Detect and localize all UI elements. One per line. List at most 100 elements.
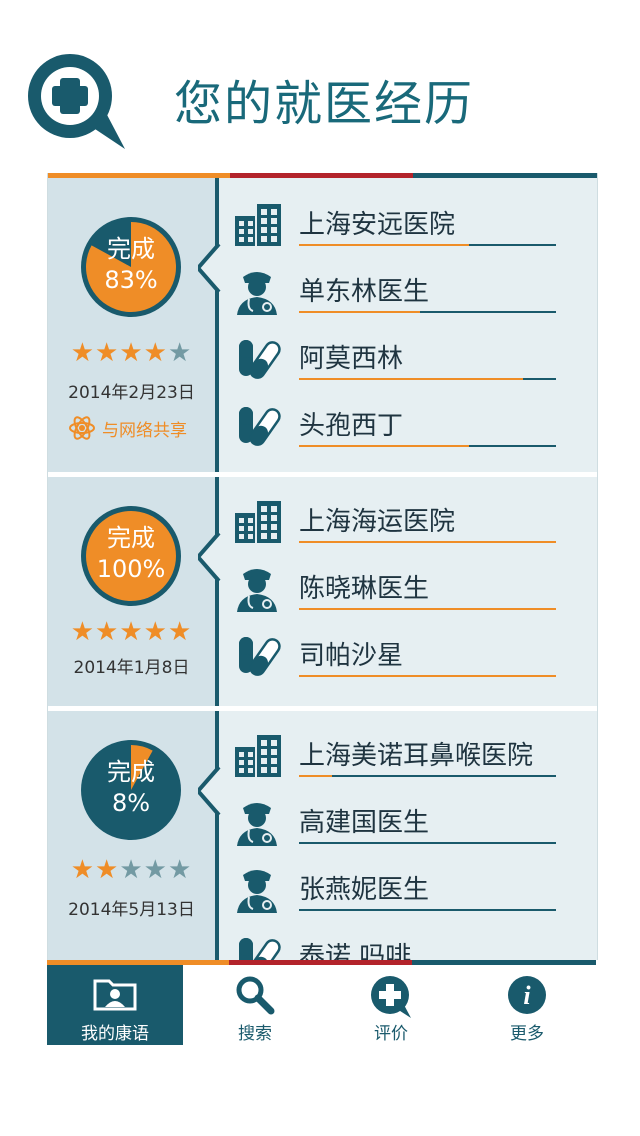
hospital-building-icon	[233, 499, 283, 545]
item-progress-fill	[299, 775, 333, 777]
medical-history-list[interactable]: 完成 83% ★★★★★ 2014年2月23日 与网络共享 上海安远医院 单东林医生 阿莫西林…	[47, 173, 598, 960]
tab-stripe-orange	[47, 960, 229, 965]
tab-label: 更多	[510, 1024, 544, 1044]
tab-more[interactable]: i 更多	[459, 965, 595, 1045]
star-empty-icon: ★	[143, 855, 168, 885]
doctor-icon	[233, 269, 283, 315]
progress-label: 完成	[107, 758, 155, 786]
doctor-item[interactable]: 高建国医生	[233, 794, 558, 850]
tab-my-records[interactable]: 我的康语	[47, 965, 183, 1045]
share-button[interactable]: 与网络共享	[68, 414, 208, 442]
star-filled-icon: ★	[119, 617, 144, 647]
record-card[interactable]: 完成 83% ★★★★★ 2014年2月23日 与网络共享 上海安远医院 单东林医生 阿莫西林…	[48, 178, 597, 472]
record-divider	[215, 178, 219, 472]
pointer-notch	[198, 767, 222, 815]
record-date: 2014年5月13日	[68, 900, 195, 920]
item-progress-fill	[299, 608, 556, 610]
progress-value: 8%	[111, 789, 151, 817]
item-progress-line	[299, 842, 556, 844]
progress-label: 完成	[107, 524, 155, 552]
hospital-building-icon	[233, 202, 283, 248]
star-filled-icon: ★	[70, 855, 96, 885]
progress-value: 83%	[104, 266, 158, 294]
star-filled-icon: ★	[95, 855, 120, 885]
pill-icon	[233, 403, 283, 449]
pill-icon	[233, 633, 283, 679]
pill-icon	[233, 336, 283, 382]
medicine-name: 头孢西丁	[299, 411, 404, 441]
progress-value: 100%	[96, 555, 166, 583]
pill-icon	[233, 934, 283, 960]
progress-ring	[81, 217, 181, 317]
item-progress-line	[299, 378, 556, 380]
medicine-name: 泰诺 吗啡	[299, 942, 412, 960]
tab-label: 评价	[374, 1024, 408, 1044]
tab-review[interactable]: 评价	[323, 965, 459, 1045]
top-stripe-teal	[413, 173, 597, 178]
item-progress-line	[299, 541, 556, 543]
item-progress-fill	[299, 311, 420, 313]
hospital-name: 上海美诺耳鼻喉医院	[299, 741, 534, 771]
page-title: 您的就医经历	[174, 76, 475, 132]
medicine-name: 司帕沙星	[299, 641, 404, 671]
star-empty-icon: ★	[167, 855, 193, 885]
search-icon	[235, 975, 275, 1019]
plus-chat-icon	[369, 975, 413, 1023]
svg-text:i: i	[523, 981, 531, 1010]
rating-stars: ★★★★★	[48, 855, 215, 885]
hospital-name: 上海海运医院	[299, 507, 456, 537]
doctor-item[interactable]: 单东林医生	[233, 263, 558, 319]
doctor-name: 单东林医生	[299, 277, 430, 307]
medicine-item[interactable]: 司帕沙星	[233, 627, 558, 683]
doctor-item[interactable]: 张燕妮医生	[233, 861, 558, 917]
share-network-icon	[69, 416, 95, 440]
item-progress-fill	[299, 378, 523, 380]
doctor-icon	[233, 867, 283, 913]
doctor-name: 张燕妮医生	[299, 875, 430, 905]
medicine-name: 阿莫西林	[299, 344, 404, 374]
hospital-name: 上海安远医院	[299, 210, 456, 240]
record-card[interactable]: 完成 100% ★★★★★ 2014年1月8日 上海海运医院陈晓琳医生司帕沙星	[48, 477, 597, 706]
tab-stripe-red	[229, 960, 412, 965]
info-icon: i	[507, 975, 547, 1019]
pointer-notch	[198, 533, 222, 581]
folder-user-icon	[91, 975, 139, 1017]
item-progress-fill	[299, 244, 469, 246]
top-stripe-red	[230, 173, 413, 178]
record-date: 2014年1月8日	[73, 658, 190, 678]
tab-label: 我的康语	[81, 1024, 149, 1044]
doctor-item[interactable]: 陈晓琳医生	[233, 560, 558, 616]
tab-label: 搜索	[238, 1024, 272, 1044]
tab-search[interactable]: 搜索	[187, 965, 323, 1045]
star-filled-icon: ★	[95, 338, 120, 368]
pointer-notch	[198, 244, 222, 292]
record-divider	[215, 477, 219, 706]
hospital-item[interactable]: 上海安远医院	[233, 196, 558, 252]
record-separator	[48, 472, 597, 477]
rating-stars: ★★★★★	[48, 338, 215, 368]
item-progress-line	[299, 909, 556, 911]
item-progress-fill	[299, 541, 556, 543]
hospital-item[interactable]: 上海海运医院	[233, 493, 558, 549]
star-filled-icon: ★	[119, 338, 144, 368]
hospital-item[interactable]: 上海美诺耳鼻喉医院	[233, 727, 558, 783]
star-empty-icon: ★	[119, 855, 144, 885]
star-filled-icon: ★	[143, 617, 168, 647]
star-filled-icon: ★	[143, 338, 168, 368]
medicine-item[interactable]: 泰诺 吗啡	[233, 928, 558, 960]
progress-label: 完成	[107, 235, 155, 263]
star-filled-icon: ★	[167, 617, 193, 647]
item-progress-fill	[299, 675, 556, 677]
star-empty-icon: ★	[167, 338, 193, 368]
tab-stripe-teal	[412, 960, 596, 965]
star-filled-icon: ★	[70, 617, 96, 647]
record-card[interactable]: 完成 8% ★★★★★ 2014年5月13日 上海美诺耳鼻喉医院 高建国医生 张燕妮医生 泰诺…	[48, 711, 597, 960]
medicine-item[interactable]: 阿莫西林	[233, 330, 558, 386]
rating-stars: ★★★★★	[48, 617, 215, 647]
item-progress-line	[299, 608, 556, 610]
item-progress-line	[299, 311, 556, 313]
hospital-building-icon	[233, 733, 283, 779]
medicine-item[interactable]: 头孢西丁	[233, 397, 558, 453]
record-divider	[215, 711, 219, 960]
star-filled-icon: ★	[70, 338, 96, 368]
